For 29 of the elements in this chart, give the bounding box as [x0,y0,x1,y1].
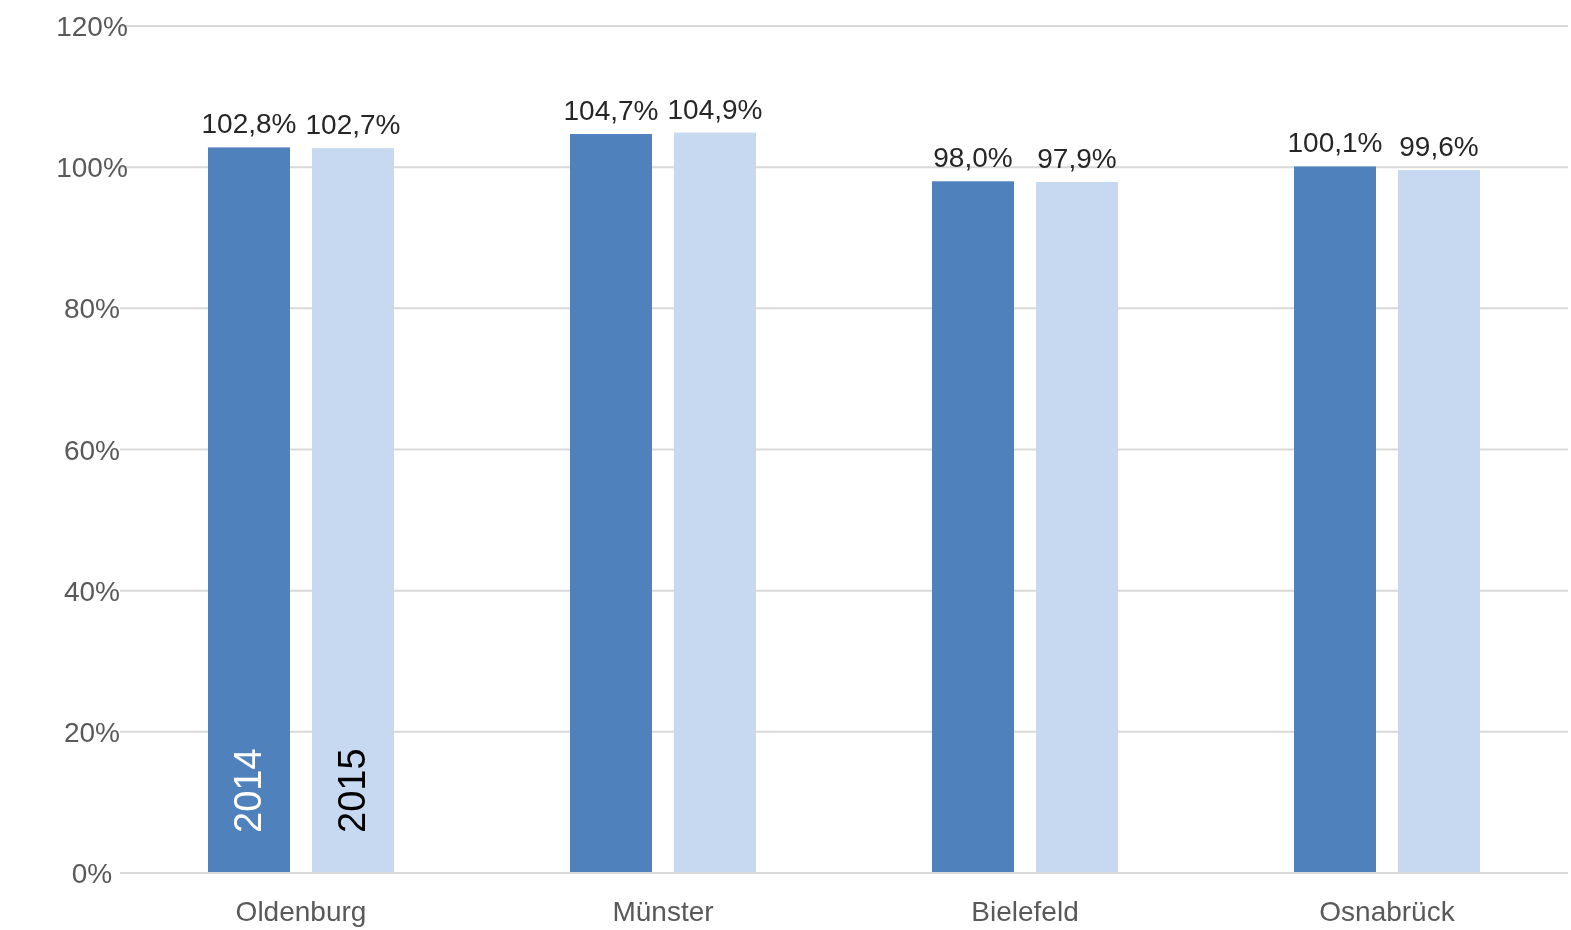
data-label: 98,0% [933,142,1013,174]
x-tick-label: Osnabrück [1319,896,1456,927]
y-tick-label: 0% [71,858,113,889]
y-tick-label: 120% [56,11,128,42]
bar [1398,169,1480,873]
bar [208,147,290,873]
bar [1036,181,1118,873]
series-label: 2014 [227,748,269,833]
data-label: 104,9% [667,93,763,125]
data-label: 102,7% [305,109,401,141]
bar [674,132,756,873]
series-label: 2015 [331,748,373,833]
y-tick-label: 40% [63,575,121,607]
data-label: 97,9% [1037,142,1117,174]
data-label: 99,6% [1399,130,1479,162]
x-tick-label: Münster [612,896,714,927]
x-tick-label: Bielefeld [971,896,1079,927]
data-label: 104,7% [563,94,659,126]
bar [932,181,1014,873]
y-tick-label: 80% [63,293,121,325]
bar [312,148,394,873]
y-tick-label: 60% [63,434,121,466]
y-tick-label: 20% [63,716,121,748]
data-label: 100,1% [1287,127,1383,159]
data-label: 102,8% [201,108,297,140]
x-tick-label: Oldenburg [235,896,367,927]
y-tick-label: 100% [56,152,128,184]
bar [570,133,652,873]
bar [1294,166,1376,873]
